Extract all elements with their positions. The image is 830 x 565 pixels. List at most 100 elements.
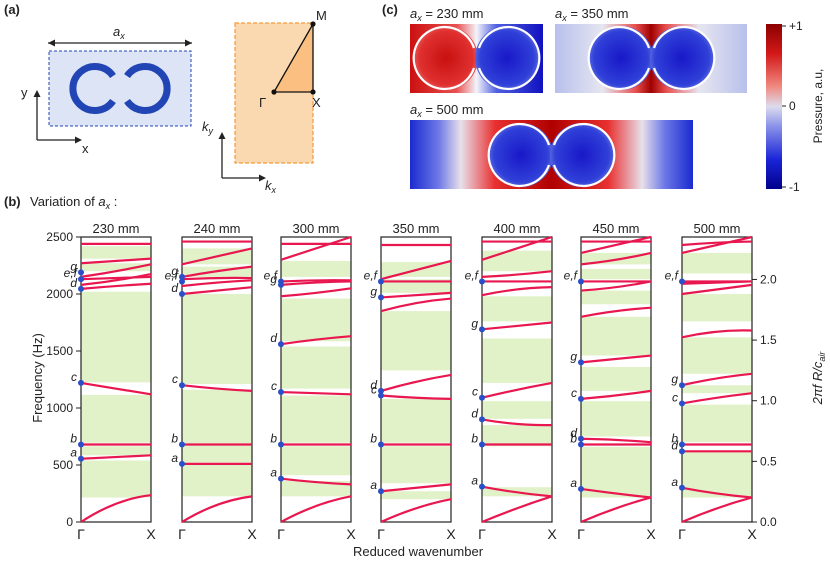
panel-title: 500 mm (694, 221, 741, 236)
mode-label-g: g (270, 272, 277, 286)
mode-label-ef: e,f (264, 268, 279, 282)
band-gap (81, 263, 151, 272)
map-500-right-ring (552, 122, 616, 188)
x-tick-gamma: Γ (678, 526, 686, 542)
mode-point-ef (179, 278, 185, 285)
band-gap (281, 480, 351, 497)
dispersion-band (80, 263, 152, 278)
x-tick-gamma: Γ (377, 526, 385, 542)
dispersion-band (481, 286, 553, 297)
x-tick-x: X (247, 526, 257, 542)
band-gap (81, 394, 151, 443)
map-350-right-cavity (650, 26, 714, 90)
dispersion-band (181, 286, 253, 296)
colorbar-mid: 0 (789, 99, 796, 113)
mode-point-a (378, 488, 384, 495)
dispersion-band (681, 486, 753, 499)
band-panel-6: 500 mm Γ Xa db cg e,f (665, 221, 758, 542)
band-gap (581, 252, 651, 265)
x-axis-title: Reduced wavenumber (353, 544, 484, 559)
dispersion-band (380, 291, 452, 299)
mode-label-b: b (70, 431, 77, 445)
left-tick-label-0: 0 (66, 515, 73, 529)
dispersion-band (280, 280, 352, 286)
panel-frame (681, 236, 753, 523)
band-gap (182, 445, 252, 463)
band-gap (381, 311, 451, 371)
mode-label-ef: e,f (64, 266, 79, 280)
mode-point-ef (378, 278, 384, 285)
mode-point-g (479, 326, 485, 333)
band-gap (381, 279, 451, 293)
mode-label-c: c (472, 385, 478, 399)
panel-label-c: (c) (382, 2, 398, 17)
panel-frame (380, 236, 452, 523)
panel-frame (181, 236, 253, 523)
mode-label-d: d (671, 438, 678, 452)
dispersion-band (181, 279, 253, 288)
right-tick-label-2.0: 2.0 (760, 272, 777, 286)
y-axis-title-right: 2πf R/cair (810, 351, 827, 406)
mode-label-ef: e,f (165, 268, 180, 282)
dispersion-band (681, 240, 753, 247)
kx-axis-head (259, 174, 266, 182)
dispersion-band (481, 321, 553, 331)
width-label: ax (113, 24, 125, 41)
right-c-resonator (124, 63, 171, 114)
panel-frame (280, 236, 352, 523)
left-frequency-axis: 0 500 1000 1500 2000 2500 (46, 230, 81, 529)
mode-label-c: c (172, 372, 178, 386)
mode-point-b (378, 441, 384, 448)
mode-point-b (479, 441, 485, 448)
dispersion-band (80, 381, 152, 396)
x-tick-x: X (446, 526, 456, 542)
dispersion-band (280, 477, 352, 486)
mode-label-ef: e,f (465, 268, 480, 282)
ky-label: ky (202, 119, 214, 136)
dispersion-band (80, 282, 152, 290)
mode-label-a: a (370, 478, 377, 492)
band-gap (482, 250, 552, 272)
band-gap (682, 252, 752, 274)
band-gap (281, 260, 351, 277)
dispersion-band (481, 235, 553, 261)
dispersion-band (580, 437, 652, 444)
dispersion-band (380, 259, 452, 281)
mode-label-b: b (171, 431, 178, 445)
mode-label-c: c (271, 379, 277, 393)
mode-point-a (179, 460, 185, 467)
gamma-label: Γ (259, 95, 266, 110)
band-gap (281, 346, 351, 389)
map-230-label: ax = 230 mm (410, 6, 484, 23)
map-350-left-cavity (589, 26, 653, 90)
mode-label-b: b (270, 431, 277, 445)
band-gap (281, 298, 351, 342)
mode-label-g: g (570, 349, 577, 363)
left-tick-label-500: 500 (53, 458, 73, 472)
mode-label-a: a (471, 474, 478, 488)
dispersion-band (580, 280, 652, 292)
band-gap (682, 385, 752, 394)
mode-point-ef (78, 276, 84, 283)
x-axis-head (75, 136, 82, 144)
band-gap (381, 398, 451, 443)
x-tick-gamma: Γ (178, 526, 186, 542)
dispersion-band (681, 283, 753, 296)
map-230-left-cavity (414, 26, 478, 90)
width-arrow-left-head (48, 39, 55, 47)
mode-label-ef: e,f (364, 268, 379, 282)
band-gap (482, 425, 552, 443)
mode-point-b (278, 441, 284, 448)
mode-label-a: a (171, 451, 178, 465)
dispersion-band (280, 335, 352, 346)
mode-label-d: d (370, 378, 377, 392)
mode-point-d (78, 285, 84, 292)
dispersion-band (681, 496, 753, 524)
mode-label-b: b (570, 431, 577, 445)
map-350-right-ring (652, 25, 716, 91)
mode-label-a: a (671, 475, 678, 489)
dispersion-band (380, 373, 452, 392)
dispersion-band (481, 270, 553, 278)
m-point (310, 21, 316, 27)
dispersion-band (80, 257, 152, 265)
